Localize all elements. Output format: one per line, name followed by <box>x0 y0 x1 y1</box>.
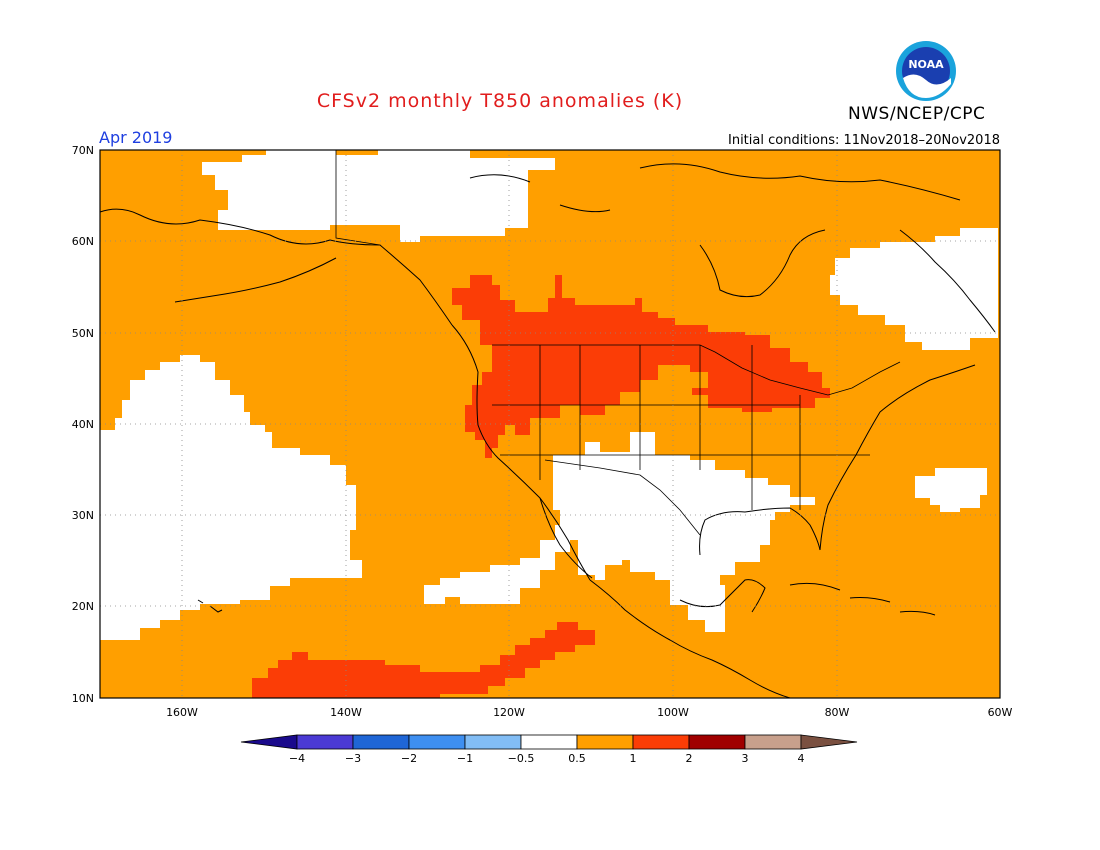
coastlines <box>99 163 996 699</box>
west-coast <box>451 324 591 581</box>
latitude-labels: 10N 20N 30N 40N 50N 60N 70N <box>72 144 94 705</box>
canada-alaska-border <box>335 150 381 246</box>
lon-label-80w: 80W <box>825 706 850 719</box>
colorbar-segment-6 <box>576 734 634 750</box>
lat-label-40n: 40N <box>72 418 94 431</box>
colorbar-label: 2 <box>686 752 693 765</box>
hawaii-islands <box>197 599 223 613</box>
logo-text: NOAA <box>908 58 944 71</box>
colorbar-label: −1 <box>457 752 473 765</box>
colorbar-labels: −4 −3 −2 −1 −0.5 0.5 1 2 3 4 <box>289 752 805 765</box>
yucatan-coast <box>679 579 766 613</box>
map-title: CFSv2 monthly T850 anomalies (K) <box>316 90 684 112</box>
colorbar-label: 4 <box>798 752 805 765</box>
colorbar-label: −4 <box>289 752 305 765</box>
colorbar-max-triangle <box>800 734 858 750</box>
red-region-north-central <box>452 275 830 458</box>
arctic-islands <box>469 163 961 213</box>
alaska-coast <box>99 208 453 326</box>
colorbar-label: −3 <box>345 752 361 765</box>
colorbar-segment-1 <box>296 734 354 750</box>
lat-label-30n: 30N <box>72 509 94 522</box>
white-region-northeast-canada <box>830 228 998 350</box>
gulf-coast <box>699 507 821 556</box>
colorbar-label: 1 <box>630 752 637 765</box>
white-region-alaska-north <box>202 150 555 242</box>
colorbar-segment-4 <box>464 734 522 750</box>
caribbean-islands <box>789 582 936 616</box>
mexico-pacific-coast <box>589 579 791 699</box>
baja-coast <box>539 497 593 579</box>
colorbar-label: −2 <box>401 752 417 765</box>
lon-label-160w: 160W <box>166 706 198 719</box>
lat-label-70n: 70N <box>72 144 94 157</box>
near-normal-regions <box>100 150 998 640</box>
white-region-north-pacific <box>100 355 362 640</box>
agency-label: NWS/NCEP/CPC <box>848 104 986 124</box>
colorbar-segment-5 <box>520 734 578 750</box>
labrador-coast <box>899 229 996 333</box>
us-mexico-border <box>544 459 701 536</box>
aleutian-coast <box>174 257 337 303</box>
warm-anomaly-regions <box>252 275 830 698</box>
lon-label-100w: 100W <box>657 706 689 719</box>
colorbar-segment-8 <box>688 734 746 750</box>
lat-label-60n: 60N <box>72 235 94 248</box>
valid-month-label: Apr 2019 <box>99 128 173 147</box>
lat-label-50n: 50N <box>72 327 94 340</box>
us-state-lines <box>492 345 870 510</box>
colorbar-segment-9 <box>744 734 802 750</box>
us-canada-border <box>492 344 901 396</box>
hudson-bay-coast <box>699 229 826 298</box>
lon-label-120w: 120W <box>493 706 525 719</box>
lat-label-10n: 10N <box>72 692 94 705</box>
east-coast <box>819 364 976 551</box>
longitude-labels: 160W 140W 120W 100W 80W 60W <box>166 706 1012 719</box>
colorbar-min-triangle <box>240 734 298 750</box>
white-region-mexico-southwest-us <box>424 432 815 632</box>
colorbar-segment-7 <box>632 734 690 750</box>
political-borders <box>335 150 901 536</box>
colorbar-segment-2 <box>352 734 410 750</box>
initial-conditions-label: Initial conditions: 11Nov2018–20Nov2018 <box>728 133 1000 148</box>
colorbar-label: 0.5 <box>568 752 586 765</box>
colorbar-label: 3 <box>742 752 749 765</box>
lon-label-60w: 60W <box>988 706 1013 719</box>
noaa-logo-icon: NOAA <box>896 41 956 101</box>
white-region-atlantic <box>915 468 987 512</box>
map-frame <box>99 149 1001 699</box>
graticule <box>100 150 1000 698</box>
colorbar-label: −0.5 <box>508 752 535 765</box>
colorbar <box>240 734 858 750</box>
colorbar-segment-3 <box>408 734 466 750</box>
lat-label-20n: 20N <box>72 600 94 613</box>
lon-label-140w: 140W <box>330 706 362 719</box>
red-region-tropical-pacific <box>252 622 595 698</box>
